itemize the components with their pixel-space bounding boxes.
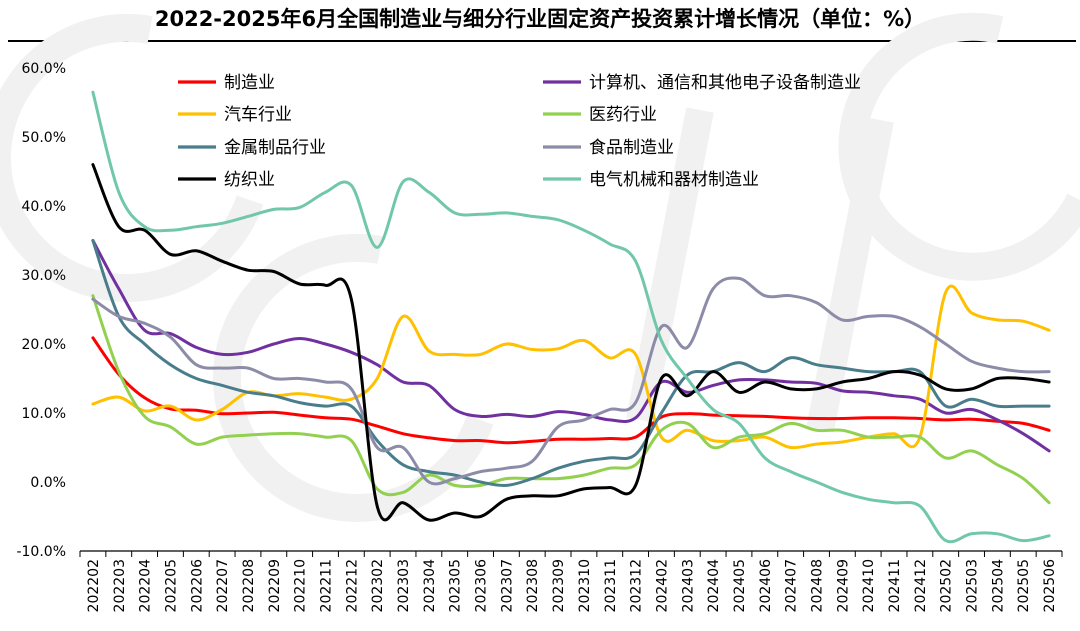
- x-tick-label: 202406: [758, 559, 774, 613]
- x-tick-label: 202309: [551, 559, 567, 612]
- x-tick-label: 202207: [215, 559, 231, 612]
- x-tick-label: 202403: [680, 559, 696, 612]
- x-tick-label: 202410: [861, 559, 877, 612]
- x-tick-label: 202203: [112, 559, 128, 612]
- x-tick-label: 202211: [319, 559, 335, 612]
- y-tick-label: 50.0%: [22, 130, 66, 146]
- x-tick-label: 202411: [887, 559, 903, 612]
- x-tick-label: 202405: [732, 559, 748, 612]
- x-tick-label: 202311: [603, 559, 619, 612]
- x-tick-label: 202307: [499, 559, 515, 612]
- x-tick-label: 202305: [448, 559, 464, 612]
- x-tick-label: 202505: [1016, 559, 1032, 612]
- x-tick-label: 202404: [706, 559, 722, 613]
- x-tick-label: 202204: [138, 559, 154, 613]
- legend-label: 食品制造业: [589, 138, 674, 158]
- x-tick-label: 202205: [163, 559, 179, 612]
- y-tick-label: 0.0%: [30, 475, 66, 491]
- legend-label: 电气机械和器材制造业: [589, 170, 759, 190]
- legend-label: 医药行业: [589, 105, 657, 125]
- watermark: [0, 12, 1080, 522]
- x-tick-label: 202312: [629, 559, 645, 612]
- series-line-7: [91, 163, 1051, 522]
- y-tick-label: -10.0%: [16, 544, 66, 560]
- x-tick-label: 202503: [965, 559, 981, 612]
- x-tick-label: 202407: [784, 559, 800, 612]
- y-axis-ticks: 60.0% 50.0% 40.0% 30.0% 20.0% 10.0% 0.0% -10.0%: [16, 61, 66, 560]
- x-tick-label: 202310: [577, 559, 593, 612]
- series-line-6: [91, 276, 1051, 486]
- legend-label: 金属制品行业: [224, 138, 326, 158]
- x-tick-label: 202304: [422, 559, 438, 613]
- x-tick-label: 202504: [990, 559, 1006, 613]
- series-line-4: [91, 294, 1051, 505]
- x-axis-ticks: 202202 202203 202204 202205 202206 202207 2022…: [79, 551, 1063, 613]
- legend-label: 制造业: [224, 73, 275, 93]
- x-tick-label: 202303: [396, 559, 412, 612]
- x-tick-label: 202506: [1042, 559, 1058, 613]
- x-tick-label: 202308: [525, 559, 541, 612]
- series-line-1: [91, 336, 1051, 445]
- x-tick-label: 202408: [810, 559, 826, 612]
- x-tick-label: 202202: [86, 559, 102, 612]
- x-tick-label: 202402: [654, 559, 670, 612]
- y-tick-label: 30.0%: [22, 268, 66, 284]
- x-tick-label: 202502: [939, 559, 955, 612]
- x-tick-label: 202209: [267, 559, 283, 612]
- series-lines: [91, 90, 1051, 544]
- x-tick-label: 202206: [189, 559, 205, 613]
- y-tick-label: 40.0%: [22, 199, 66, 215]
- series-line-8: [91, 90, 1051, 544]
- legend-label: 纺织业: [224, 170, 275, 190]
- title-underline: [8, 40, 1076, 42]
- x-tick-label: 202210: [293, 559, 309, 612]
- y-tick-label: 60.0%: [22, 61, 66, 77]
- x-tick-label: 202302: [370, 559, 386, 612]
- y-tick-label: 20.0%: [22, 337, 66, 353]
- legend-label: 计算机、通信和其他电子设备制造业: [589, 73, 861, 93]
- series-line-2: [91, 239, 1051, 453]
- chart-title: 2022-2025年6月全国制造业与细分行业固定资产投资累计增长情况（单位：%）: [154, 7, 926, 31]
- x-tick-label: 202306: [474, 559, 490, 613]
- y-tick-label: 10.0%: [22, 406, 66, 422]
- x-tick-label: 202409: [835, 559, 851, 612]
- x-tick-label: 202412: [913, 559, 929, 612]
- legend-label: 汽车行业: [224, 105, 292, 125]
- x-tick-label: 202208: [241, 559, 257, 612]
- x-tick-label: 202212: [344, 559, 360, 612]
